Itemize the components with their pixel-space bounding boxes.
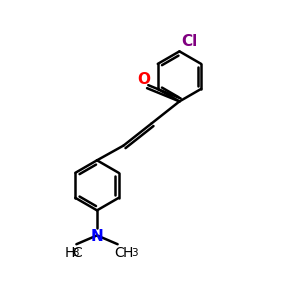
Text: Cl: Cl bbox=[181, 34, 197, 49]
Text: H: H bbox=[123, 246, 133, 260]
Text: C: C bbox=[115, 246, 124, 260]
Text: 3: 3 bbox=[72, 248, 79, 258]
Text: N: N bbox=[91, 229, 103, 244]
Text: 3: 3 bbox=[131, 248, 137, 258]
Text: H: H bbox=[64, 246, 75, 260]
Text: C: C bbox=[72, 246, 82, 260]
Text: O: O bbox=[137, 72, 150, 87]
